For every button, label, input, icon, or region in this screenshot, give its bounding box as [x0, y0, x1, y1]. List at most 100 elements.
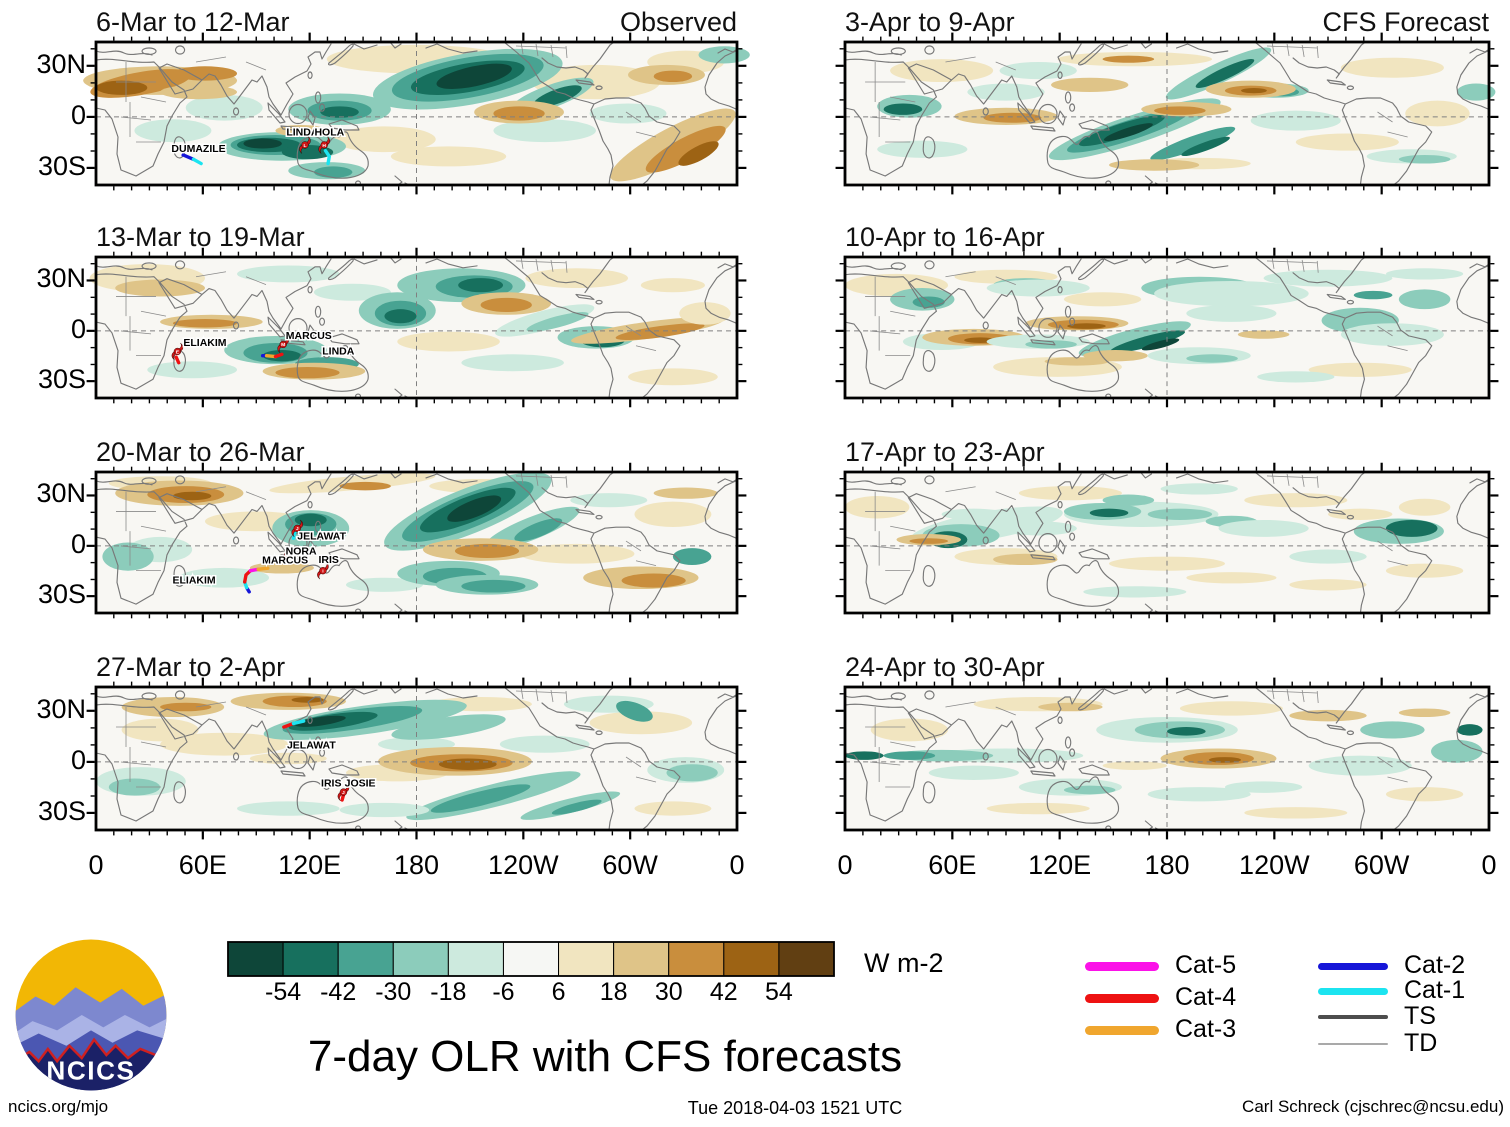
footer-url[interactable]: ncics.org/mjo	[8, 1097, 109, 1116]
y-axis-label-30n: 30N	[36, 693, 86, 724]
storm-label-dumazile: DUMAZILE	[171, 143, 225, 155]
column-label-observed: Observed	[619, 7, 737, 37]
panel-title-24-apr-to-30-apr: 24-Apr to 30-Apr	[845, 652, 1045, 682]
x-axis-label-1-0: 0	[837, 850, 853, 880]
y-axis-label-0: 0	[70, 528, 86, 559]
svg-text:E: E	[176, 349, 180, 355]
footer-credit: Carl Schreck (cjschrec@ncsu.edu)	[1242, 1097, 1504, 1116]
y-axis-label-30s: 30S	[37, 150, 86, 181]
storm-symbol-linda: L	[299, 136, 311, 154]
storm-label-marcus: MARCUS	[286, 331, 332, 342]
storm-label-marcus: MARCUS	[262, 556, 308, 567]
legend-label-cat-1: Cat-1	[1404, 976, 1466, 1004]
x-axis-label-1-6: 0	[1481, 850, 1497, 880]
colorbar-level--54: -54	[265, 978, 302, 1006]
storm-label-jelawat: JELAWAT	[297, 532, 346, 543]
logo-text: NCICS	[46, 1056, 135, 1086]
x-axis-label-0-5: 60W	[602, 850, 658, 880]
storm-label-eliakim: ELIAKIM	[173, 575, 216, 586]
panel-title-6-mar-to-12-mar: 6-Mar to 12-Mar	[96, 7, 290, 37]
svg-text:M: M	[281, 342, 285, 348]
y-axis-label-30s: 30S	[37, 579, 86, 610]
storm-label-hola: HOLA	[314, 127, 344, 139]
y-axis-label-0: 0	[70, 744, 86, 775]
storm-symbol-nora: N	[281, 546, 294, 564]
y-axis-label-0: 0	[70, 313, 86, 344]
svg-text:J: J	[296, 526, 299, 532]
storm-symbol-hola: H	[318, 136, 330, 154]
legend-label-ts: TS	[1404, 1002, 1436, 1030]
y-axis-label-30s: 30S	[37, 364, 86, 395]
ncics-logo: NCICS	[15, 939, 167, 1091]
y-axis-label-30s: 30S	[37, 795, 86, 826]
colorbar	[227, 941, 835, 977]
svg-text:J: J	[342, 790, 345, 796]
colorbar-level--18: -18	[430, 978, 467, 1006]
storm-symbol-josie: J	[337, 783, 350, 801]
x-axis-label-0-6: 0	[729, 850, 745, 880]
storm-label-linda: LINDA	[286, 127, 318, 139]
olr-anomaly-map-17-apr-to-23-apr	[835, 462, 1499, 623]
legend-line-cat-1	[1318, 987, 1388, 995]
panel-title-20-mar-to-26-mar: 20-Mar to 26-Mar	[96, 437, 305, 467]
legend-label-cat-5: Cat-5	[1175, 951, 1237, 979]
storm-symbol-eliakim: E	[171, 342, 184, 361]
x-axis-label-1-4: 120W	[1239, 850, 1310, 880]
colorbar-level--42: -42	[320, 978, 357, 1006]
storm-symbol-marcus: M	[277, 335, 289, 353]
storm-label-iris: IRIS	[321, 777, 341, 789]
x-axis-label-1-3: 180	[1144, 850, 1190, 880]
panel-title-13-mar-to-19-mar: 13-Mar to 19-Mar	[96, 222, 305, 252]
legend-line-cat-2	[1318, 962, 1388, 970]
x-axis-label-1-5: 60W	[1353, 850, 1410, 880]
panel-title-17-apr-to-23-apr: 17-Apr to 23-Apr	[845, 437, 1045, 467]
colorbar-level-18: 18	[599, 978, 628, 1006]
footer-timestamp: Tue 2018-04-03 1521 UTC	[687, 1098, 903, 1118]
figure-title: 7-day OLR with CFS forecasts	[307, 1032, 903, 1081]
y-axis-label-30n: 30N	[36, 48, 86, 79]
legend-label-cat-3: Cat-3	[1175, 1015, 1237, 1043]
svg-text:L: L	[303, 143, 306, 149]
x-axis-label-0-3: 180	[393, 850, 440, 880]
storm-label-josie: JOSIE	[345, 777, 376, 789]
storm-label-nora: NORA	[286, 547, 317, 558]
panel-title-3-apr-to-9-apr: 3-Apr to 9-Apr	[845, 7, 1015, 37]
panel-title-27-mar-to-2-apr: 27-Mar to 2-Apr	[96, 652, 286, 682]
y-axis-label-0: 0	[70, 99, 86, 130]
colorbar-level-30: 30	[654, 978, 683, 1006]
colorbar-units: W m-2	[864, 948, 944, 978]
legend-line-cat-4	[1085, 993, 1159, 1003]
legend-line-cat-3	[1085, 1025, 1159, 1035]
olr-anomaly-map-6-mar-to-12-mar: DUMAZILE L LINDA H HOLA	[83, 32, 750, 195]
olr-anomaly-map-24-apr-to-30-apr	[835, 677, 1499, 840]
legend-line-cat-5	[1085, 961, 1159, 971]
panel-title-10-apr-to-16-apr: 10-Apr to 16-Apr	[845, 222, 1045, 252]
y-axis-label-30n: 30N	[36, 478, 86, 509]
colorbar-level--30: -30	[375, 978, 412, 1006]
legend-line-ts	[1318, 1015, 1388, 1019]
y-axis-label-30n: 30N	[36, 263, 86, 294]
legend-line-td	[1318, 1043, 1388, 1045]
colorbar-level-6: 6	[551, 978, 566, 1006]
legend-label-td: TD	[1404, 1029, 1438, 1057]
svg-text:H: H	[322, 143, 326, 149]
column-label-cfs-forecast: CFS Forecast	[1322, 7, 1489, 37]
legend-label-cat-4: Cat-4	[1175, 983, 1237, 1011]
olr-anomaly-map-3-apr-to-9-apr	[835, 32, 1499, 195]
x-axis-label-0-2: 120E	[278, 850, 342, 880]
svg-text:N: N	[286, 553, 290, 559]
storm-label-linda: LINDA	[322, 346, 355, 357]
svg-text:I: I	[322, 569, 324, 575]
storm-label-jelawat: JELAWAT	[287, 739, 336, 751]
olr-anomaly-map-10-apr-to-16-apr	[835, 247, 1499, 408]
x-axis-label-0-0: 0	[88, 850, 104, 880]
storm-label-eliakim: ELIAKIM	[183, 338, 226, 349]
logo-ridge	[15, 1037, 167, 1091]
x-axis-label-0-1: 60E	[178, 850, 227, 880]
colorbar-level-42: 42	[709, 978, 738, 1006]
legend-label-cat-2: Cat-2	[1404, 951, 1466, 979]
